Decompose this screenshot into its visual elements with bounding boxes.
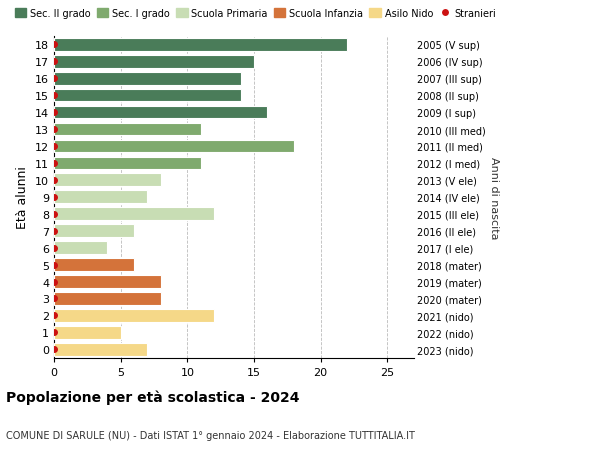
Bar <box>54 191 148 204</box>
Bar <box>54 123 200 136</box>
Bar <box>54 259 134 271</box>
Bar <box>54 106 268 119</box>
Bar <box>54 292 161 305</box>
Bar <box>54 157 200 170</box>
Bar <box>54 326 121 339</box>
Bar <box>54 242 107 254</box>
Bar <box>54 343 148 356</box>
Y-axis label: Età alunni: Età alunni <box>16 166 29 229</box>
Text: Popolazione per età scolastica - 2024: Popolazione per età scolastica - 2024 <box>6 390 299 405</box>
Y-axis label: Anni di nascita: Anni di nascita <box>490 156 499 239</box>
Bar <box>54 208 214 221</box>
Bar <box>54 225 134 237</box>
Bar <box>54 140 294 153</box>
Bar <box>54 73 241 85</box>
Bar <box>54 275 161 288</box>
Bar <box>54 39 347 51</box>
Bar <box>54 309 214 322</box>
Text: COMUNE DI SARULE (NU) - Dati ISTAT 1° gennaio 2024 - Elaborazione TUTTITALIA.IT: COMUNE DI SARULE (NU) - Dati ISTAT 1° ge… <box>6 431 415 440</box>
Bar <box>54 90 241 102</box>
Bar <box>54 56 254 68</box>
Bar <box>54 174 161 187</box>
Legend: Sec. II grado, Sec. I grado, Scuola Primaria, Scuola Infanzia, Asilo Nido, Stran: Sec. II grado, Sec. I grado, Scuola Prim… <box>11 5 500 22</box>
